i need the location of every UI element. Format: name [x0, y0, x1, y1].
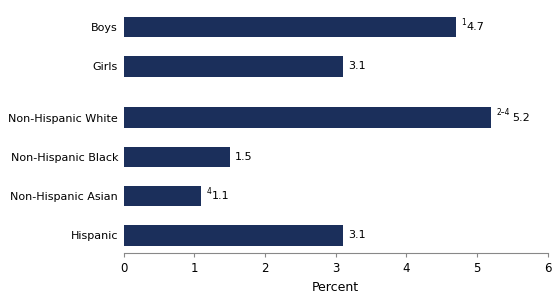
- Bar: [124, 56, 343, 77]
- Bar: [124, 186, 202, 206]
- Text: 3.1: 3.1: [348, 230, 366, 240]
- Text: 2–4: 2–4: [496, 108, 510, 117]
- Text: 5.2: 5.2: [512, 113, 530, 123]
- Text: 4: 4: [207, 187, 211, 195]
- Text: 1.5: 1.5: [235, 152, 253, 162]
- Bar: [124, 225, 343, 246]
- Bar: [124, 146, 230, 167]
- Text: 1: 1: [461, 18, 466, 27]
- Bar: [124, 17, 456, 37]
- Text: 1.1: 1.1: [212, 191, 229, 201]
- Text: 3.1: 3.1: [348, 62, 366, 72]
- X-axis label: Percent: Percent: [312, 281, 360, 294]
- Text: 4.7: 4.7: [466, 22, 484, 32]
- Bar: [124, 107, 491, 128]
